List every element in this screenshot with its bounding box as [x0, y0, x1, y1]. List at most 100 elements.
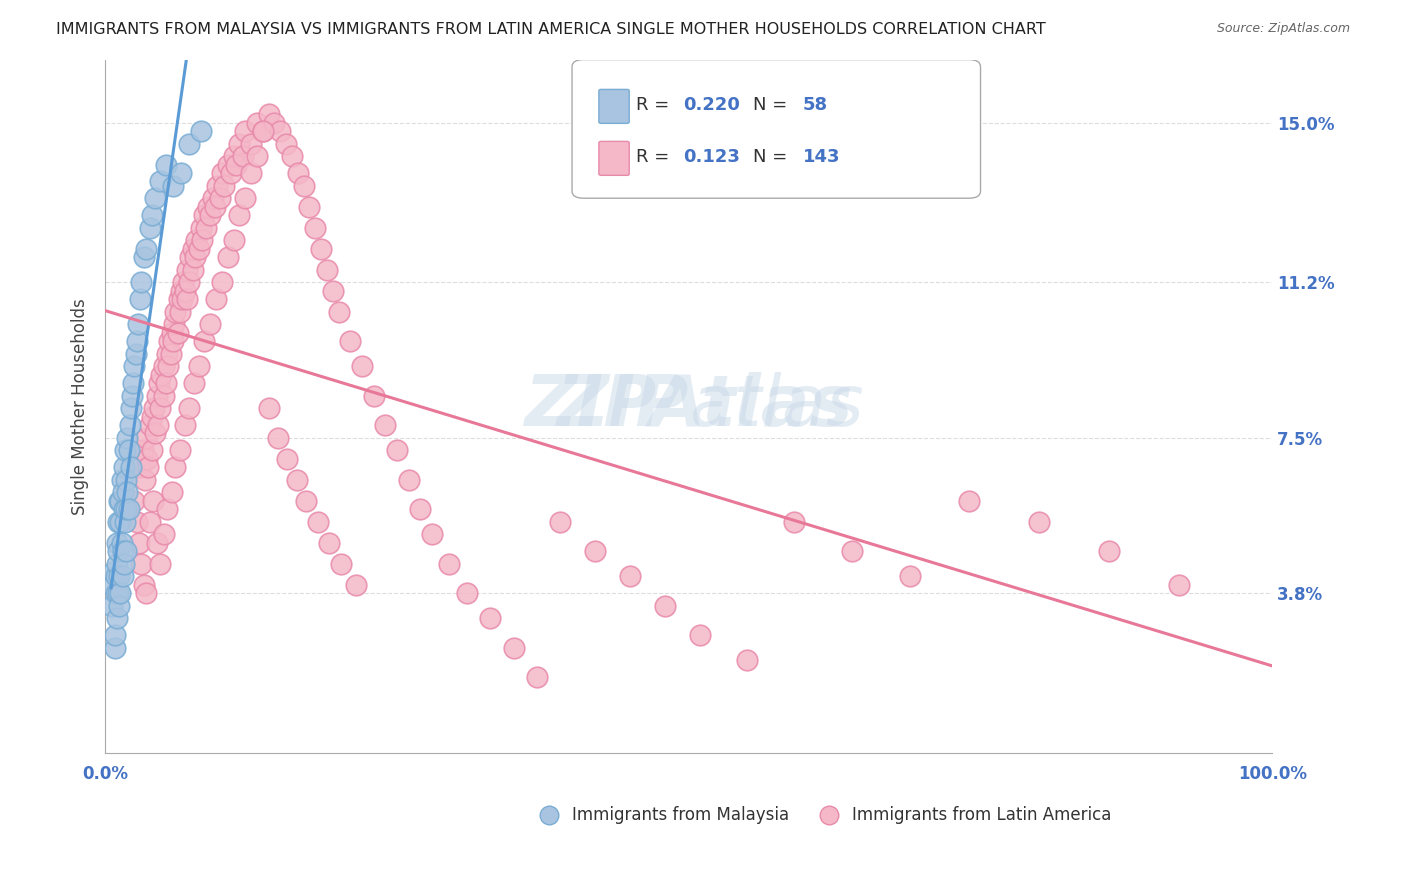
Point	[276, 451, 298, 466]
Point	[735, 653, 758, 667]
Point	[385, 443, 408, 458]
Point	[105, 535, 128, 549]
Point	[110, 515, 132, 529]
Point	[145, 426, 167, 441]
Point	[155, 376, 177, 390]
Point	[108, 493, 131, 508]
Point	[132, 250, 155, 264]
Point	[211, 166, 233, 180]
Point	[135, 431, 157, 445]
Point	[107, 544, 129, 558]
Point	[190, 220, 212, 235]
Point	[1028, 515, 1050, 529]
Point	[183, 376, 205, 390]
Point	[654, 599, 676, 613]
Point	[200, 317, 222, 331]
Point	[103, 640, 125, 655]
Point	[269, 124, 291, 138]
Point	[1167, 577, 1189, 591]
Point	[409, 502, 432, 516]
Point	[117, 502, 139, 516]
Point	[108, 599, 131, 613]
Point	[131, 557, 153, 571]
Point	[298, 200, 321, 214]
Point	[152, 359, 174, 374]
Point	[152, 389, 174, 403]
Point	[157, 334, 180, 348]
Point	[146, 417, 169, 432]
Point	[328, 304, 350, 318]
Point	[330, 557, 353, 571]
Point	[304, 220, 326, 235]
Point	[184, 250, 207, 264]
Point	[136, 451, 159, 466]
Point	[295, 493, 318, 508]
Point	[1098, 544, 1121, 558]
Point	[274, 136, 297, 151]
Point	[105, 611, 128, 625]
Point	[197, 200, 219, 214]
Point	[115, 502, 138, 516]
Point	[100, 577, 122, 591]
Point	[115, 473, 138, 487]
Point	[162, 334, 184, 348]
Point	[281, 149, 304, 163]
Point	[257, 401, 280, 416]
Point	[117, 443, 139, 458]
Point	[156, 346, 179, 360]
Point	[112, 557, 135, 571]
Point	[240, 166, 263, 180]
Point	[117, 431, 139, 445]
Point	[104, 586, 127, 600]
Text: 0.0%: 0.0%	[82, 765, 128, 783]
Point	[124, 359, 146, 374]
Point	[149, 174, 172, 188]
Point	[138, 460, 160, 475]
Point	[316, 262, 339, 277]
FancyBboxPatch shape	[599, 141, 630, 176]
Point	[200, 208, 222, 222]
Point	[187, 242, 209, 256]
Point	[135, 586, 157, 600]
Point	[246, 149, 269, 163]
Point	[363, 389, 385, 403]
Point	[145, 389, 167, 403]
Point	[398, 473, 420, 487]
Text: 0.123: 0.123	[683, 148, 740, 166]
Point	[344, 577, 367, 591]
Point	[149, 557, 172, 571]
Point	[207, 178, 229, 193]
Point	[148, 376, 170, 390]
Point	[114, 443, 136, 458]
Point	[105, 557, 128, 571]
Point	[217, 158, 239, 172]
Point	[110, 493, 132, 508]
Point	[163, 317, 186, 331]
Point	[162, 178, 184, 193]
Point	[114, 515, 136, 529]
Text: 143: 143	[803, 148, 841, 166]
Point	[179, 136, 201, 151]
Point	[191, 233, 214, 247]
Point	[107, 515, 129, 529]
Point	[127, 317, 149, 331]
Text: 58: 58	[803, 95, 828, 113]
Point	[619, 569, 641, 583]
Point	[108, 569, 131, 583]
Text: R =: R =	[637, 95, 675, 113]
Point	[212, 178, 235, 193]
Point	[128, 535, 150, 549]
Point	[187, 359, 209, 374]
Point	[240, 136, 263, 151]
Point	[134, 473, 156, 487]
Point	[246, 115, 269, 129]
Point	[125, 515, 148, 529]
Point	[141, 208, 163, 222]
Point	[157, 359, 180, 374]
Point	[107, 586, 129, 600]
Text: N =: N =	[754, 148, 793, 166]
Point	[160, 485, 183, 500]
Point	[132, 577, 155, 591]
Point	[228, 208, 250, 222]
Point	[232, 149, 254, 163]
